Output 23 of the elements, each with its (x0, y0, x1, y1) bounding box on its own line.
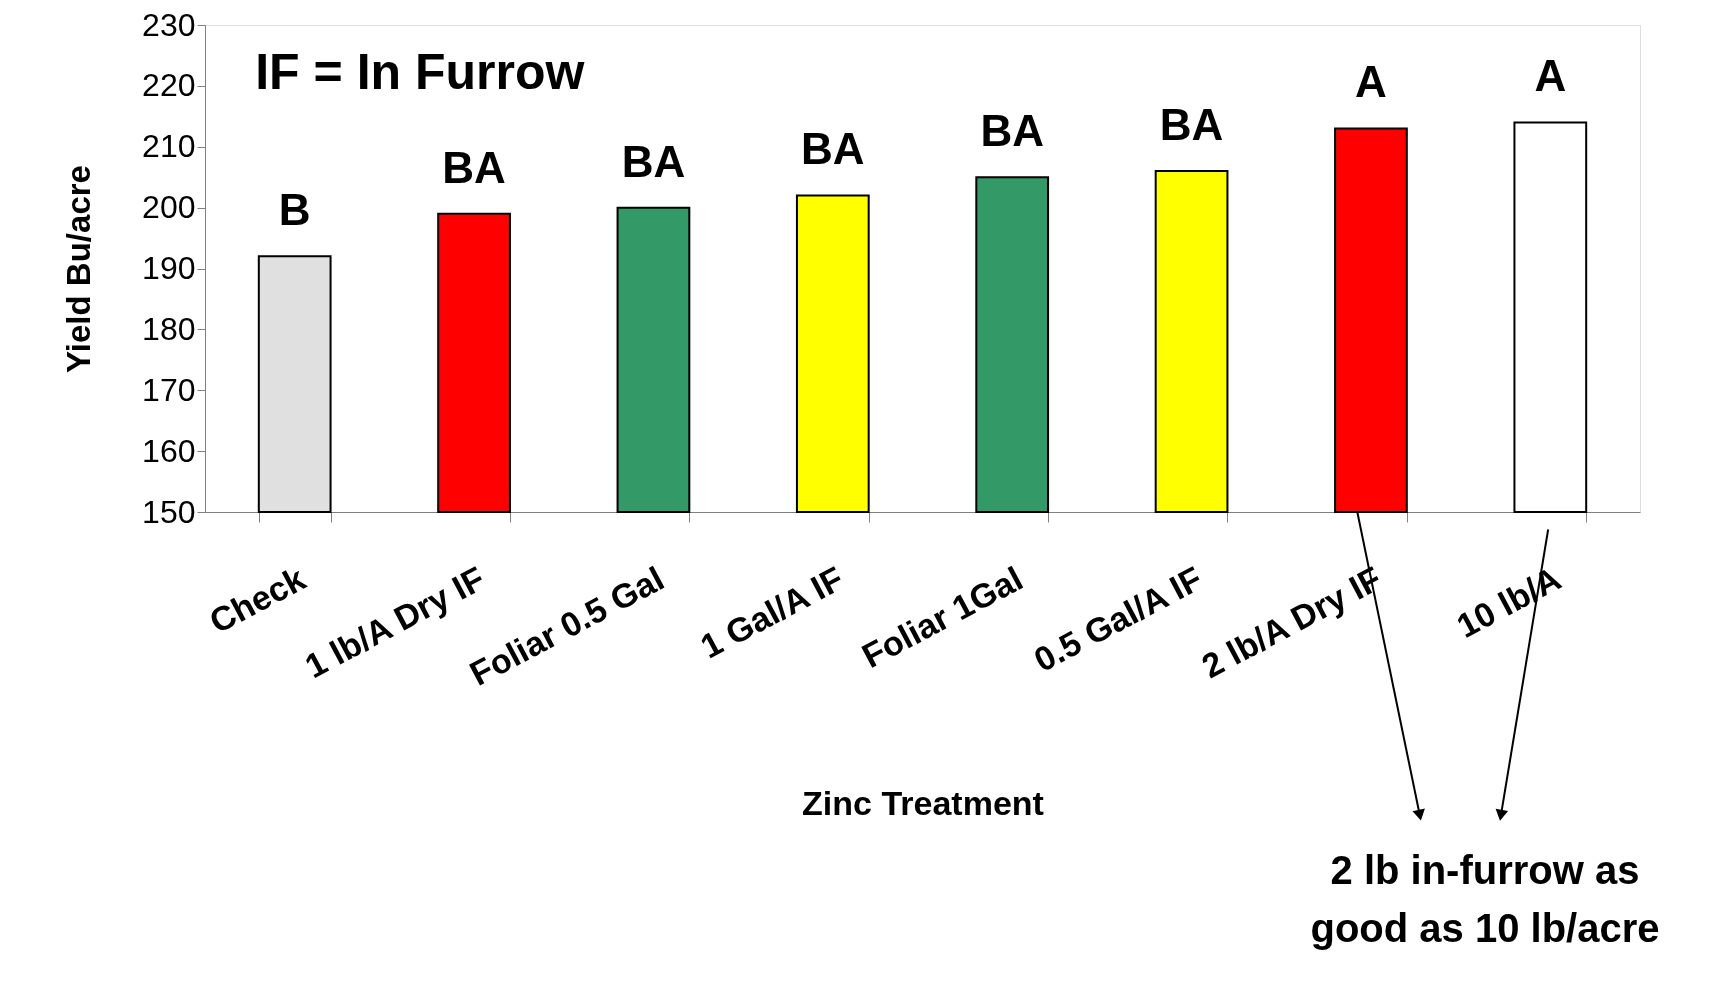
annotation: A (1534, 51, 1567, 101)
y-tick-label: 190 (142, 250, 196, 286)
y-tick-label: 180 (142, 310, 196, 347)
y-tick-label: 200 (142, 189, 196, 226)
annotation: BA (801, 124, 865, 174)
y-tick-label: 150 (142, 493, 196, 530)
y-tick-label: 230 (142, 6, 196, 43)
x-tick-label: 1 Gal/A IF (694, 558, 850, 666)
annotation: IF = In Furrow (255, 43, 585, 100)
y-axis-title: Yield Bu/acre (60, 165, 98, 373)
annotation: A (1355, 57, 1387, 107)
x-axis-title: Zinc Treatment (802, 783, 1044, 822)
annotation: BA (442, 142, 506, 192)
annotation: BA (980, 106, 1044, 156)
text: 2 lb in-furrow as good as 10 lb/acre (1310, 848, 1660, 951)
x-tick-label: 10 lb/A (1450, 558, 1567, 645)
annotation: B (278, 185, 311, 235)
y-tick-label: 170 (142, 371, 196, 408)
y-tick-label: 210 (142, 128, 196, 165)
y-tick-label: 220 (142, 67, 196, 104)
annotation: BA (621, 136, 686, 186)
y-tick-label: 160 (142, 432, 196, 469)
annotation: BA (1159, 100, 1224, 150)
